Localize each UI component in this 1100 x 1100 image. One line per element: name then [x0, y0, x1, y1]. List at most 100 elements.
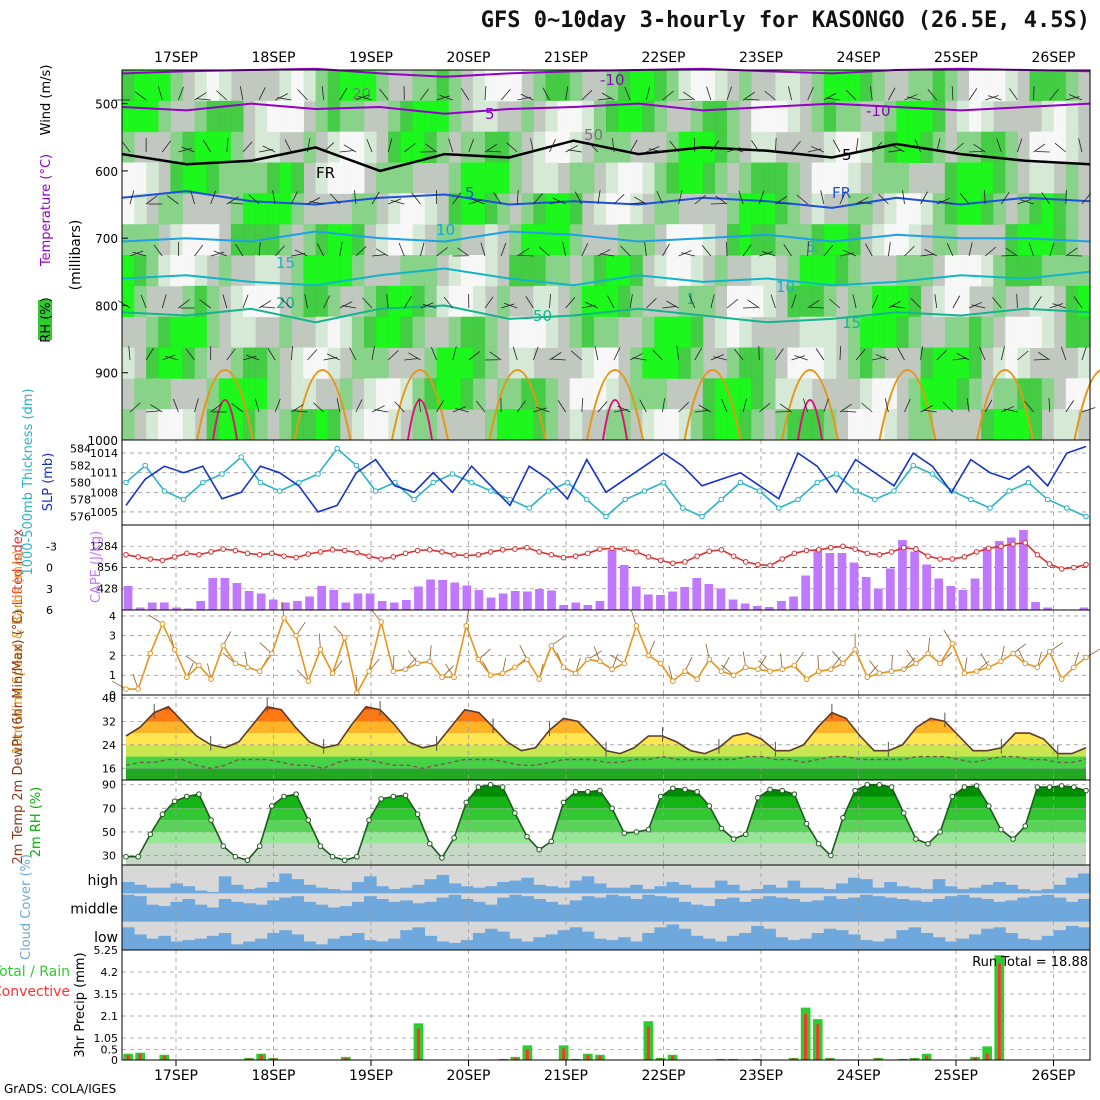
wind-barb — [984, 246, 997, 257]
rh-cell — [1065, 70, 1079, 102]
series-point — [305, 551, 312, 557]
wind-barb — [339, 301, 353, 309]
rh-cell — [618, 193, 631, 225]
wind-barb — [487, 150, 502, 153]
rh-cell — [1041, 100, 1055, 133]
rh-cell — [618, 162, 631, 194]
series-point — [1046, 648, 1053, 655]
rh-cell — [1065, 255, 1079, 287]
series-point — [1071, 664, 1077, 671]
cloud-bar-low — [351, 933, 365, 950]
series-point — [439, 674, 445, 681]
rh-cell — [932, 347, 946, 379]
rh-cell — [472, 378, 486, 410]
cape-bar — [656, 595, 665, 610]
cape-bar — [474, 590, 484, 610]
cloud-bar-high — [944, 886, 958, 894]
wind-barb — [662, 398, 666, 413]
rh-cell — [630, 162, 643, 194]
rh-cell — [255, 378, 268, 410]
rh-cell — [243, 224, 256, 256]
wind-barb — [1054, 142, 1067, 153]
rh-cell — [569, 193, 583, 225]
rh-cell — [1005, 224, 1018, 256]
rh-cell — [1005, 255, 1018, 287]
rh-tick-label: 30 — [102, 850, 116, 863]
precip-conv-bar — [138, 1053, 142, 1060]
series-point — [572, 789, 579, 795]
rh-cell — [339, 378, 353, 410]
wind-barb — [807, 148, 822, 153]
wind-barb — [701, 244, 712, 257]
rh-cell — [920, 100, 934, 133]
rh-cell — [170, 255, 183, 287]
cloud-bar-middle — [1041, 894, 1055, 922]
series-point — [512, 546, 518, 552]
cape-bar — [522, 591, 532, 610]
cloud-bar-low — [448, 942, 462, 950]
cape-bar — [1019, 530, 1028, 610]
series-point — [876, 670, 883, 677]
series-point — [767, 562, 773, 569]
series-point — [256, 668, 263, 675]
series-point — [572, 553, 579, 559]
precip-tick-label: 4.2 — [101, 966, 119, 979]
rh-cell — [485, 162, 498, 194]
wind-barb — [274, 398, 281, 413]
cloud-bar-low — [255, 938, 268, 950]
top-date-label: 24SEP — [837, 50, 881, 66]
wind-barb — [632, 357, 647, 361]
rh-cell — [920, 193, 934, 225]
rh-cell — [364, 316, 377, 348]
rh-cell — [339, 255, 353, 287]
rh-cell — [436, 378, 450, 410]
rh-cell — [872, 285, 885, 318]
pressure-tick-label: 1000 — [87, 434, 118, 448]
wind-barb — [1068, 94, 1083, 101]
wind-barb — [506, 142, 518, 153]
wind-barb — [828, 298, 841, 309]
wind-barb — [562, 242, 567, 257]
wind-barb — [272, 190, 276, 205]
rh-cell — [678, 409, 692, 441]
rh-cell — [763, 162, 776, 194]
rh-cell — [981, 100, 994, 133]
series-point — [864, 550, 871, 557]
isotherm-0 — [121, 67, 1091, 78]
wind-barb — [533, 193, 543, 205]
series-point — [803, 547, 810, 554]
rh-cell — [1005, 70, 1018, 102]
pressure-tick-label: 500 — [95, 98, 118, 112]
cloud-bar-high — [678, 884, 692, 894]
rh-cell — [206, 285, 220, 318]
series-point — [341, 634, 348, 641]
rh-cell — [811, 316, 825, 348]
rh-cell — [1041, 193, 1055, 225]
wind-barb — [567, 149, 582, 153]
rh-cell — [981, 193, 994, 225]
precip-conv-bar — [562, 1048, 566, 1060]
rh-cell — [509, 255, 522, 287]
series-point — [305, 678, 312, 684]
dewpoint-line — [125, 755, 1087, 770]
rh-cell — [472, 131, 486, 163]
cloud-row-label: low — [94, 930, 118, 946]
rh-cell — [1029, 162, 1043, 194]
series-point — [913, 660, 919, 667]
cloud-bar-high — [751, 889, 764, 894]
rh-cell — [969, 255, 982, 287]
cloud-bar-low — [533, 937, 546, 950]
series-point — [123, 853, 129, 860]
rh-cell — [666, 131, 680, 163]
precip-conv-bar — [828, 1058, 832, 1060]
rh-cell — [1029, 193, 1043, 225]
rh-cell — [146, 378, 159, 410]
cloud-bar-middle — [545, 901, 559, 922]
rh-cell — [884, 162, 897, 194]
temperature-axis-label: Temperature (°C) — [39, 154, 54, 267]
wind-barb — [855, 349, 866, 361]
series-point — [609, 805, 615, 812]
rh-cell — [388, 285, 401, 318]
cloud-bar-middle — [920, 901, 934, 922]
cloud-bar-low — [569, 927, 583, 950]
